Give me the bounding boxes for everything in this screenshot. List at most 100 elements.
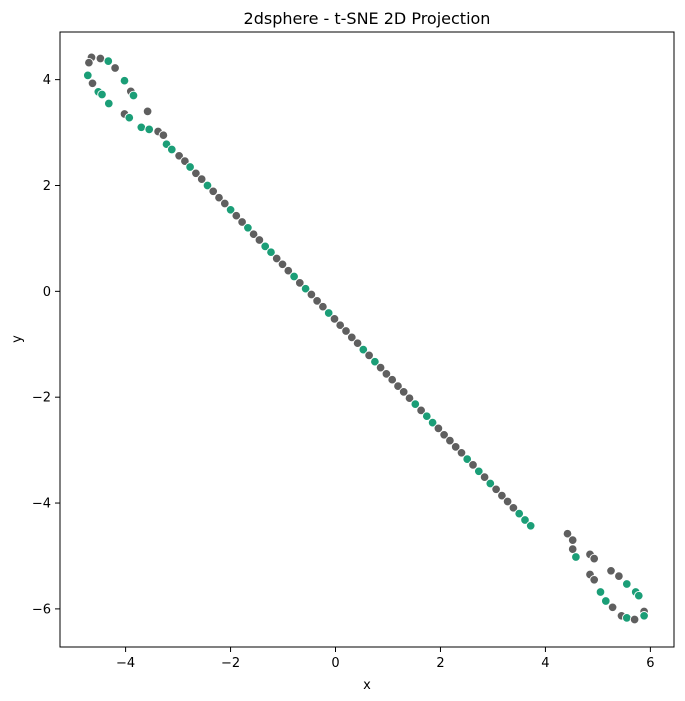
- data-point: [144, 124, 154, 135]
- y-tick-label: −4: [32, 497, 51, 512]
- x-axis-label: x: [363, 678, 371, 693]
- data-point: [614, 571, 624, 581]
- data-point: [410, 399, 421, 409]
- data-point: [318, 301, 328, 312]
- data-point: [502, 496, 513, 507]
- data-point: [202, 180, 213, 191]
- data-point: [87, 78, 98, 89]
- data-point: [639, 611, 649, 621]
- data-point: [398, 387, 409, 397]
- y-tick-label: −6: [32, 602, 51, 617]
- data-point: [158, 130, 169, 140]
- data-point: [167, 144, 177, 155]
- x-tick-label: 0: [331, 656, 339, 671]
- data-point: [491, 484, 501, 495]
- data-point: [225, 205, 236, 215]
- data-point: [260, 241, 270, 252]
- data-point: [271, 253, 282, 264]
- data-point: [237, 217, 247, 227]
- data-point: [606, 566, 616, 576]
- data-point: [208, 186, 218, 197]
- y-tick-label: 2: [43, 179, 51, 194]
- data-point: [220, 198, 230, 209]
- data-point: [196, 174, 207, 184]
- data-point: [231, 210, 242, 221]
- data-point: [595, 587, 606, 597]
- y-axis: 4 2 0 −2 −4 −6: [32, 73, 60, 617]
- data-point: [485, 478, 496, 489]
- data-point: [97, 89, 107, 100]
- x-tick-label: −2: [221, 656, 240, 671]
- data-point: [456, 448, 467, 458]
- data-point: [191, 168, 201, 179]
- data-point: [329, 314, 340, 324]
- data-point: [341, 326, 351, 336]
- y-axis-label: y: [10, 335, 25, 343]
- data-point: [589, 575, 599, 585]
- x-tick-label: 2: [436, 656, 444, 671]
- data-point: [335, 320, 345, 330]
- plot-area-frame: [59, 31, 675, 648]
- data-point: [622, 579, 632, 589]
- data-point: [393, 381, 403, 391]
- data-point: [622, 613, 632, 623]
- data-point: [323, 308, 334, 318]
- data-point: [525, 521, 536, 531]
- data-point: [387, 374, 397, 385]
- data-point: [364, 350, 374, 361]
- data-point: [571, 552, 581, 562]
- data-point: [254, 235, 265, 245]
- y-tick-label: −2: [32, 391, 51, 406]
- data-point: [422, 411, 432, 421]
- data-point: [562, 528, 573, 539]
- data-point: [416, 405, 426, 416]
- data-point: [248, 229, 259, 239]
- data-point: [174, 151, 184, 161]
- data-point: [266, 247, 276, 257]
- data-point: [312, 296, 322, 306]
- data-point: [185, 162, 195, 172]
- data-point: [375, 362, 386, 373]
- x-tick-label: −4: [116, 656, 135, 671]
- data-point: [124, 112, 135, 123]
- data-point: [427, 417, 438, 428]
- data-point: [277, 259, 288, 270]
- y-tick-label: 4: [43, 73, 51, 88]
- data-point: [450, 442, 461, 452]
- data-point: [433, 423, 444, 434]
- data-point: [629, 614, 640, 625]
- data-point: [607, 602, 618, 613]
- data-point: [520, 515, 530, 525]
- data-point: [347, 332, 357, 343]
- data-point: [295, 278, 305, 288]
- data-point: [358, 344, 369, 355]
- data-point: [306, 289, 317, 300]
- data-point: [104, 98, 114, 109]
- data-point: [119, 75, 130, 86]
- data-point: [474, 466, 484, 477]
- data-point: [142, 106, 153, 117]
- data-point: [445, 435, 455, 446]
- data-point: [462, 454, 472, 464]
- data-point: [283, 265, 294, 276]
- data-point: [95, 53, 106, 64]
- data-point: [110, 63, 120, 73]
- data-point: [381, 369, 392, 379]
- data-point: [404, 393, 415, 403]
- x-axis: −4 −2 0 2 4 6: [116, 647, 655, 671]
- data-point: [567, 544, 578, 554]
- data-point: [601, 596, 611, 606]
- data-point: [83, 70, 93, 81]
- data-point: [508, 503, 519, 513]
- data-point: [289, 271, 299, 282]
- points-layer: [83, 52, 649, 625]
- data-point: [103, 56, 114, 66]
- data-point: [439, 430, 449, 440]
- data-point: [468, 460, 478, 470]
- data-point: [300, 283, 311, 294]
- data-point: [497, 490, 507, 501]
- data-point: [634, 590, 644, 601]
- data-point: [128, 90, 139, 101]
- x-tick-label: 4: [541, 656, 549, 671]
